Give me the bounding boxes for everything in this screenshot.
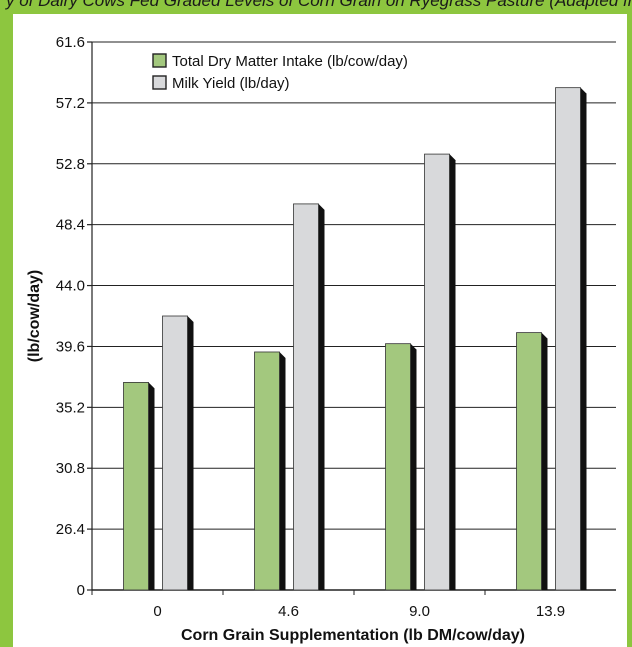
chart-panel: 0 26.4 30.8 35.2 39.6 44.0 48.4 52.8 57.2 61.6 0 4.… (13, 14, 627, 647)
header-text: y of Dairy Cows Fed Graded Levels of Cor… (6, 0, 632, 10)
y-tick-label: 48.4 (56, 217, 85, 234)
bar-shadow (187, 316, 194, 590)
x-axis-title: Corn Grain Supplementation (lb DM/cow/da… (181, 627, 525, 644)
y-tick-label: 35.2 (56, 399, 85, 416)
y-tick-label: 52.8 (56, 156, 85, 173)
x-tick-label: 13.9 (536, 603, 565, 620)
y-axis-title: (lb/cow/day) (26, 270, 43, 362)
header-strip: y of Dairy Cows Fed Graded Levels of Cor… (0, 0, 632, 14)
bar-dry-matter-intake (123, 382, 149, 591)
y-tick-label: 39.6 (56, 338, 85, 355)
y-tick-label: 61.6 (56, 34, 85, 51)
bar-shadow (410, 343, 417, 590)
bar-shadow (318, 203, 325, 590)
bar-dry-matter-intake (254, 351, 280, 591)
bar-shadow (580, 87, 587, 591)
bar-shadow (541, 332, 548, 590)
x-tick-label: 9.0 (409, 603, 430, 620)
legend-label: Milk Yield (lb/day) (172, 75, 290, 92)
bar-shadow (148, 382, 155, 590)
bar-dry-matter-intake (516, 332, 542, 591)
y-tick-label: 0 (77, 582, 85, 599)
x-tick-label: 0 (153, 603, 161, 620)
bar-milk-yield (293, 203, 319, 591)
bar-shadow (449, 154, 456, 590)
legend-swatch-milk-yield (152, 75, 167, 90)
y-tick-label: 30.8 (56, 460, 85, 477)
legend-label: Total Dry Matter Intake (lb/cow/day) (172, 53, 408, 70)
y-tick-label: 44.0 (56, 278, 85, 295)
y-tick-label: 26.4 (56, 521, 85, 538)
bar-milk-yield (424, 153, 450, 591)
bar-shadow (279, 351, 286, 590)
bar-dry-matter-intake (385, 343, 411, 591)
y-tick-label: 57.2 (56, 95, 85, 112)
bar-milk-yield (162, 315, 188, 591)
legend-swatch-dry-matter-intake (152, 53, 167, 68)
x-tick-label: 4.6 (278, 603, 299, 620)
bar-chart: 0 26.4 30.8 35.2 39.6 44.0 48.4 52.8 57.2 61.6 0 4.… (26, 34, 616, 644)
bar-milk-yield (555, 87, 581, 591)
